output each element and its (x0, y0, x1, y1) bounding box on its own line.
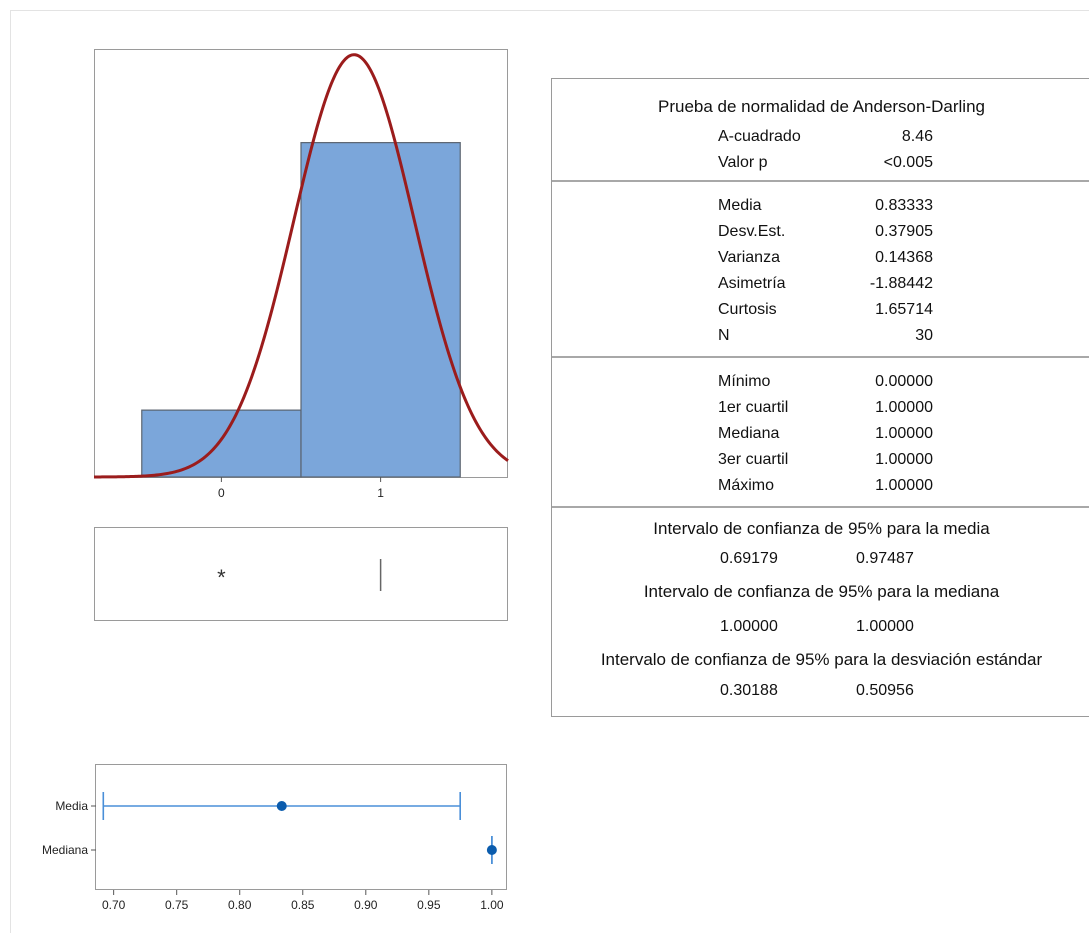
moment-value: 0.37905 (875, 223, 933, 240)
interval-title: Intervalo de confianza de 95% para la me… (653, 519, 990, 538)
interval-title: Intervalo de confianza de 95% para la de… (600, 650, 1043, 669)
moment-value: 0.83333 (875, 197, 933, 214)
moment-row: Varianza 0.14368 (552, 249, 1089, 275)
moment-row: Desv.Est. 0.37905 (552, 223, 1089, 249)
ad-stat-label: A-cuadrado (718, 128, 801, 145)
moment-value: 0.14368 (875, 249, 933, 266)
quartile-label: 3er cuartil (718, 451, 789, 468)
quartile-label: Mínimo (718, 373, 771, 390)
quartile-row: 1er cuartil 1.00000 (552, 399, 1089, 425)
interval-lower: 1.00000 (720, 618, 778, 635)
moment-row: Curtosis 1.65714 (552, 301, 1089, 327)
moment-value: -1.88442 (869, 275, 933, 292)
interval-title: Intervalo de confianza de 95% para la me… (643, 582, 1000, 601)
quartile-value: 1.00000 (875, 451, 933, 468)
moment-label: Asimetría (718, 275, 786, 292)
ad-stat-value: <0.005 (883, 154, 933, 171)
ci-category-label: Media (55, 799, 88, 813)
ci-plot-area (95, 764, 507, 890)
interval-lower: 0.30188 (720, 682, 778, 699)
quartile-value: 1.00000 (875, 425, 933, 442)
quartile-row: 3er cuartil 1.00000 (552, 451, 1089, 477)
quartile-value: 1.00000 (875, 399, 933, 416)
interval-upper: 0.97487 (856, 550, 914, 567)
ci-x-tick-label: 0.80 (228, 898, 252, 912)
moment-value: 30 (915, 327, 933, 344)
ci-x-tick-label: 0.85 (291, 898, 315, 912)
boxplot-plot-area (94, 527, 508, 621)
moment-label: Varianza (718, 249, 780, 266)
moment-row: Asimetría -1.88442 (552, 275, 1089, 301)
quartile-row: Mínimo 0.00000 (552, 373, 1089, 399)
quartile-row: Máximo 1.00000 (552, 477, 1089, 503)
quartile-value: 1.00000 (875, 477, 933, 494)
boxplot-chart: * (94, 527, 508, 621)
histogram-x-tick-label: 0 (218, 486, 225, 500)
moment-label: Media (718, 197, 762, 214)
quartile-label: Mediana (718, 425, 780, 442)
ci-x-tick-label: 0.95 (417, 898, 441, 912)
boxplot-outlier-marker: * (217, 565, 226, 590)
section-divider (552, 506, 1089, 508)
moment-label: Desv.Est. (718, 223, 786, 240)
ad-stat-row: Valor p <0.005 (552, 154, 1089, 180)
ad-stat-value: 8.46 (901, 128, 933, 145)
ci-estimate-point (486, 845, 497, 855)
confidence-interval-chart: Media Mediana 0.70 0.75 0.80 0.85 0.90 0.95 1.0… (42, 764, 507, 912)
ad-stat-row: A-cuadrado 8.46 (552, 128, 1089, 154)
histogram-bar-0 (141, 409, 302, 478)
ad-stat-label: Valor p (718, 154, 768, 171)
interval-lower: 0.69179 (720, 550, 778, 567)
moment-value: 1.65714 (875, 301, 933, 318)
report-frame (10, 10, 1089, 933)
normal-curve (94, 53, 509, 479)
section-divider (552, 180, 1089, 182)
ci-x-tick-label: 0.70 (102, 898, 126, 912)
section-divider (552, 356, 1089, 358)
quartile-label: Máximo (718, 477, 775, 494)
moment-label: Curtosis (718, 301, 777, 318)
moment-label: N (718, 327, 730, 344)
interval-upper: 0.50956 (856, 682, 914, 699)
interval-upper: 1.00000 (856, 618, 914, 635)
ci-x-tick-label: 0.75 (165, 898, 189, 912)
ad-test-title: Prueba de normalidad de Anderson-Darling (658, 97, 985, 116)
quartile-row: Mediana 1.00000 (552, 425, 1089, 451)
ci-estimate-point (276, 801, 287, 811)
quartile-value: 0.00000 (875, 373, 933, 390)
histogram-bar-1 (300, 142, 461, 478)
ci-x-tick-label: 0.90 (354, 898, 378, 912)
ci-x-tick-label: 1.00 (480, 898, 504, 912)
moment-row: Media 0.83333 (552, 197, 1089, 223)
summary-panel: Prueba de normalidad de Anderson-Darling… (551, 78, 1089, 717)
histogram-x-tick-label: 1 (377, 486, 384, 500)
moment-row: N 30 (552, 327, 1089, 353)
ci-category-label: Mediana (42, 843, 88, 857)
quartile-label: 1er cuartil (718, 399, 789, 416)
